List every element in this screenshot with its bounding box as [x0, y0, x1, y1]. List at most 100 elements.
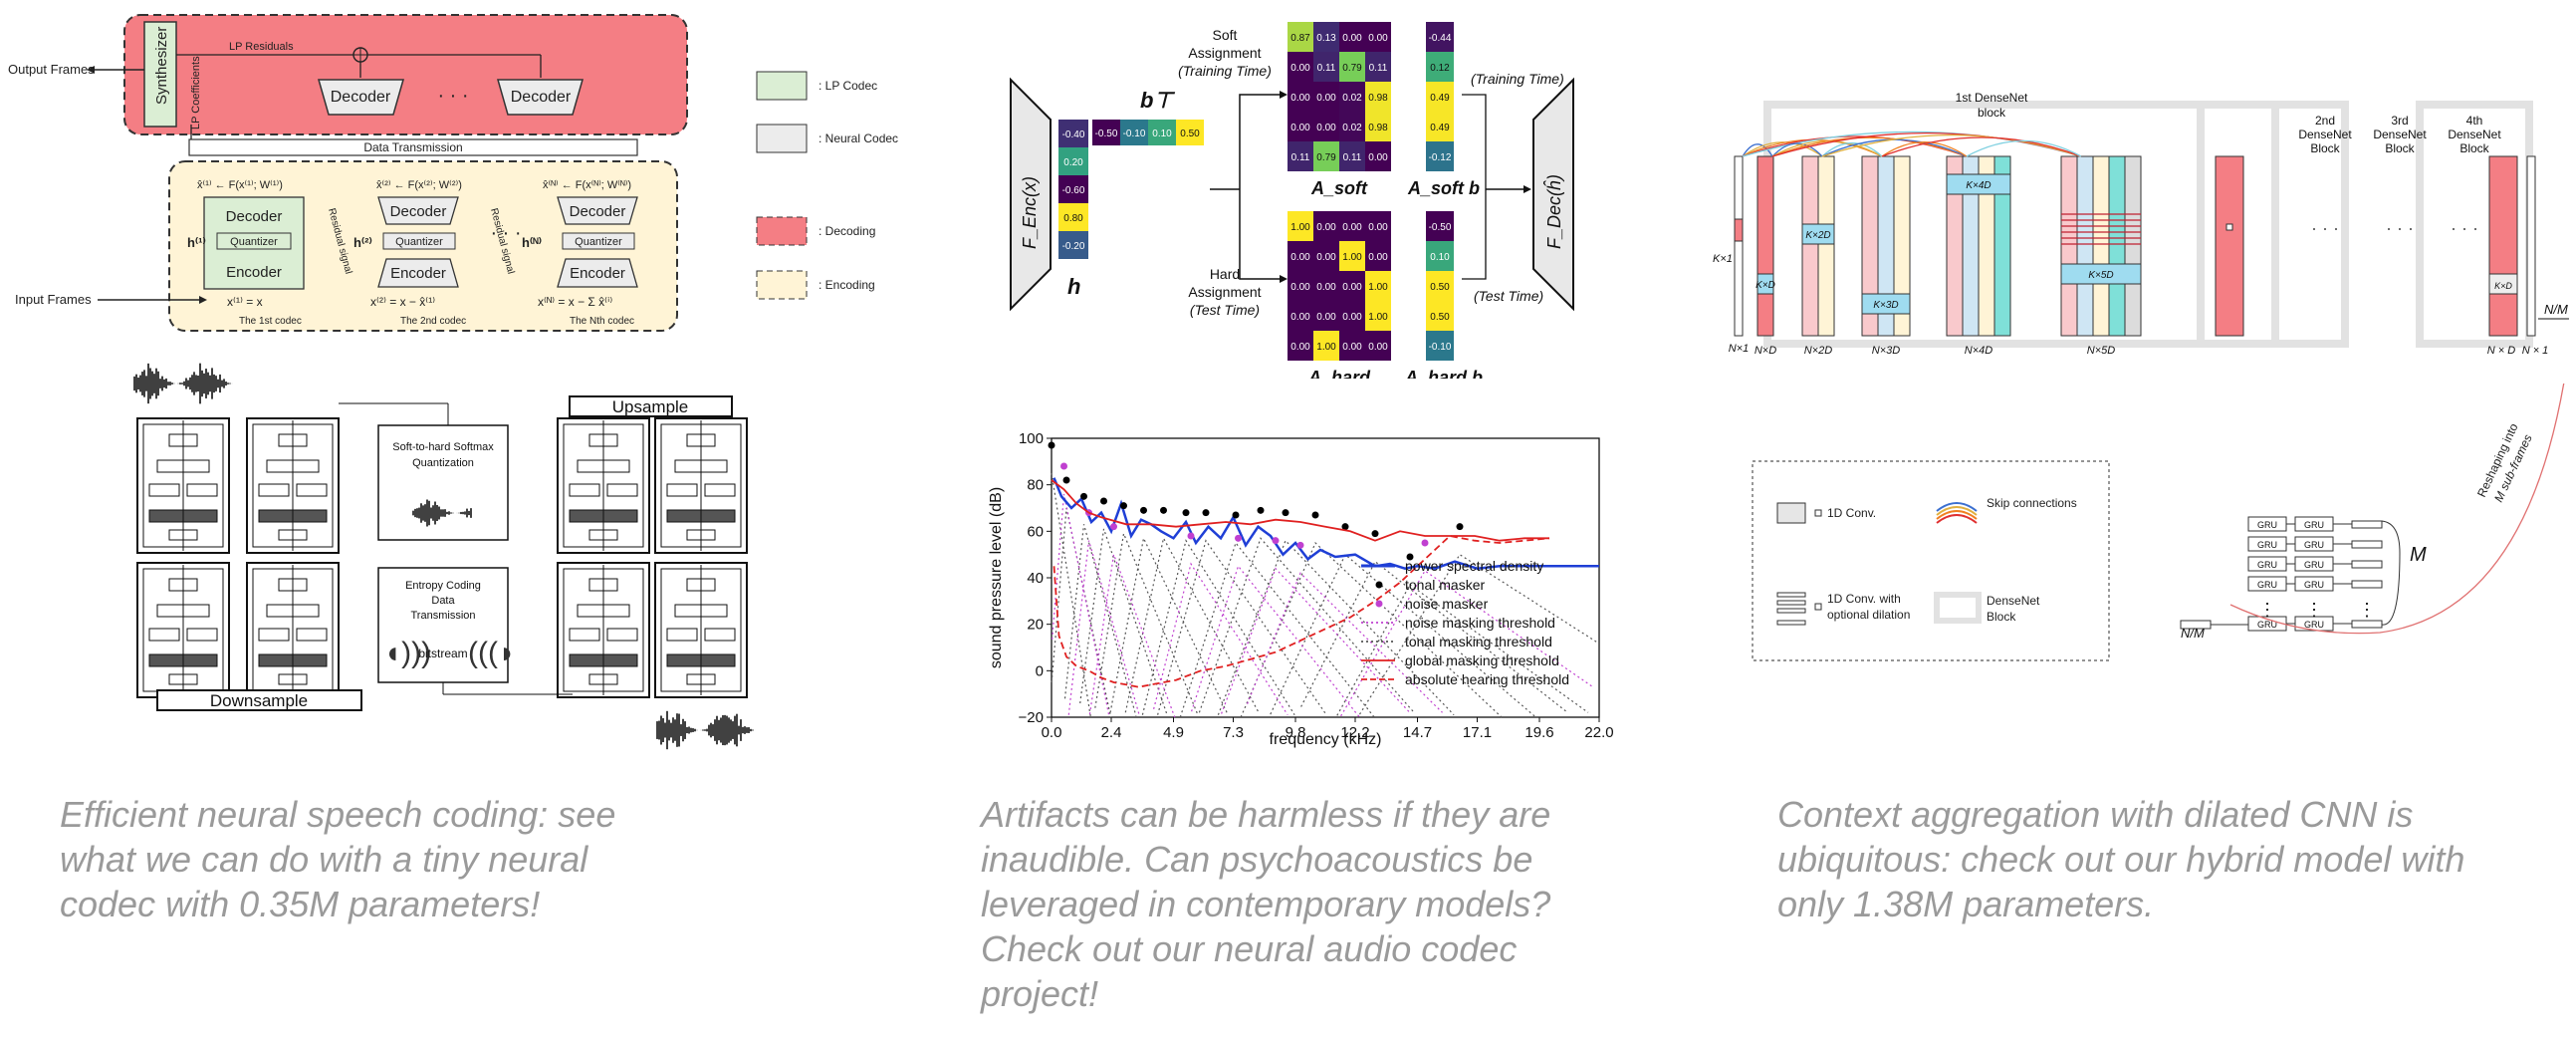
- vector-cell-value: -0.10: [1429, 342, 1452, 353]
- masker-point: [1235, 534, 1242, 542]
- matrix-cell: [1313, 271, 1339, 301]
- masker-point: [1371, 530, 1379, 538]
- series-line: [1053, 535, 1550, 688]
- skip-legend-icon: [1936, 502, 1978, 524]
- matrix-cell-value: 0.00: [1290, 282, 1310, 293]
- matrix-cell-value: 0.00: [1290, 312, 1310, 323]
- x-tick-label: 19.6: [1524, 724, 1553, 741]
- legend-entry: absolute hearing threshold: [1405, 671, 1569, 687]
- masker-point: [1272, 537, 1280, 545]
- legend-swatch-encoding: [756, 270, 808, 300]
- matrix-cell-value: 0.00: [1368, 252, 1388, 263]
- matrix-cell: [1313, 22, 1339, 52]
- vector-cell: [1426, 22, 1454, 52]
- masking-threshold-curve: [1052, 493, 1110, 715]
- svg-text:N×D: N×D: [1755, 345, 1776, 357]
- matrix-cell-value: 0.00: [1316, 312, 1336, 323]
- matrix-cell-value: 0.00: [1290, 93, 1310, 104]
- vector-cell: [1426, 301, 1454, 331]
- vector-cell-value: 0.12: [1430, 63, 1450, 74]
- y-tick-label: 80: [1027, 477, 1044, 494]
- legend-entry: noise masker: [1405, 596, 1489, 612]
- masker-point: [1406, 553, 1414, 561]
- x-tick-label: 7.3: [1223, 724, 1244, 741]
- svg-text:Assignment: Assignment: [1188, 45, 1261, 61]
- svg-text:N×2D: N×2D: [1804, 345, 1832, 357]
- densenet-feature-map: [2124, 155, 2142, 337]
- svg-text:block: block: [1978, 106, 2006, 120]
- svg-text:b⊤: b⊤: [1140, 88, 1175, 113]
- panel3-bottom-diagram: 1D Conv. Skip connections 1D Conv. with …: [1752, 384, 2565, 661]
- matrix-cell-value: 0.00: [1342, 282, 1362, 293]
- matrix-cell: [1339, 331, 1365, 361]
- svg-text:Skip connections: Skip connections: [1987, 496, 2077, 510]
- svg-text:h⁽²⁾: h⁽²⁾: [353, 235, 372, 250]
- y-tick-label: 20: [1027, 617, 1044, 634]
- matrix-cell: [1288, 241, 1313, 271]
- matrix-cell: [1288, 22, 1313, 52]
- matrix-cell: [1339, 241, 1365, 271]
- svg-text:K×1: K×1: [1713, 253, 1733, 265]
- bitstream-label: bitstream: [418, 647, 467, 660]
- matrix-cell-value: 0.02: [1342, 123, 1362, 133]
- lp-residuals-label: LP Residuals: [229, 41, 294, 53]
- h-vector: -0.40 0.20 -0.60 0.80 -0.20: [1058, 120, 1088, 259]
- decoder-block-n: [497, 79, 584, 116]
- svg-text:Entropy Coding: Entropy Coding: [405, 580, 481, 592]
- matrix-cell: [1365, 141, 1391, 171]
- masking-threshold-chart: 0.0 2.4 4.9 7.3 9.8 12.2 14.7 17.1 19.6 22.0 −20 0…: [988, 430, 1614, 748]
- panel1-bottom-diagram: Upsample Downsample Soft-to-hard Softmax…: [133, 363, 756, 750]
- x-tick-label: 4.9: [1163, 724, 1184, 741]
- final-conv-block: [2488, 155, 2518, 337]
- svg-text:Block: Block: [1987, 610, 2016, 624]
- svg-text:N/M: N/M: [2181, 626, 2205, 641]
- a-soft-b-vector: -0.44 0.12 0.49 0.49 -0.12: [1426, 22, 1454, 171]
- svg-text:M: M: [2410, 544, 2427, 566]
- vector-cell: [1176, 120, 1204, 145]
- matrix-cell: [1313, 241, 1339, 271]
- matrix-cell-value: 0.98: [1368, 123, 1388, 133]
- matrix-cell-value: 0.00: [1368, 152, 1388, 163]
- decoders-ellipsis: · · ·: [437, 85, 468, 107]
- svg-text:: Neural Codec: : Neural Codec: [819, 131, 898, 145]
- svg-text:⋮: ⋮: [2358, 600, 2376, 620]
- masker-point: [1282, 509, 1289, 517]
- matrix-cell: [1365, 22, 1391, 52]
- vector-cell: [1058, 120, 1088, 147]
- masking-threshold-curve: [1221, 567, 1412, 714]
- svg-text:1D Conv.: 1D Conv.: [1827, 506, 1876, 520]
- masker-point: [1456, 523, 1464, 531]
- masking-threshold-curve: [1217, 539, 1455, 716]
- matrix-cell-value: 0.00: [1316, 222, 1336, 233]
- x-tick-label: 2.4: [1101, 724, 1122, 741]
- svg-text:GRU: GRU: [2304, 560, 2324, 570]
- svg-text:Quantizer: Quantizer: [575, 236, 622, 248]
- a-hard-matrix: 1.00 0.00 0.00 0.00 0.00 0.00 1.00 0.00 0.00 0.00…: [1288, 211, 1391, 361]
- svg-text:Soft-to-hard Softmax: Soft-to-hard Softmax: [392, 441, 494, 453]
- svg-text:Assignment: Assignment: [1188, 284, 1261, 300]
- matrix-cell-value: 0.02: [1342, 93, 1362, 104]
- conv-legend-icon: [1776, 502, 1806, 524]
- matrix-cell: [1365, 331, 1391, 361]
- svg-text:The 1st codec: The 1st codec: [239, 316, 302, 327]
- decoder-trapezoid: [1532, 77, 1574, 312]
- svg-text:K×D: K×D: [1756, 280, 1775, 291]
- matrix-cell-value: 0.00: [1316, 123, 1336, 133]
- legend-entry: noise masking threshold: [1405, 615, 1555, 631]
- vector-cell-value: -0.40: [1062, 130, 1085, 140]
- matrix-cell-value: 1.00: [1368, 282, 1388, 293]
- svg-text:Block: Block: [2459, 141, 2489, 155]
- matrix-cell-value: 1.00: [1342, 252, 1362, 263]
- y-tick-label: 60: [1027, 523, 1044, 540]
- svg-text:DenseNet: DenseNet: [2373, 128, 2427, 141]
- svg-text:Quantizer: Quantizer: [395, 236, 443, 248]
- masker-point: [1311, 511, 1319, 519]
- masking-threshold-curve: [1067, 540, 1140, 715]
- masker-point: [1110, 523, 1117, 531]
- svg-text:A_soft: A_soft: [1310, 178, 1368, 198]
- decoder-block-1: [318, 79, 404, 116]
- matrix-cell-value: 0.00: [1342, 342, 1362, 353]
- matrix-cell: [1365, 82, 1391, 112]
- matrix-cell-value: 0.87: [1290, 33, 1310, 44]
